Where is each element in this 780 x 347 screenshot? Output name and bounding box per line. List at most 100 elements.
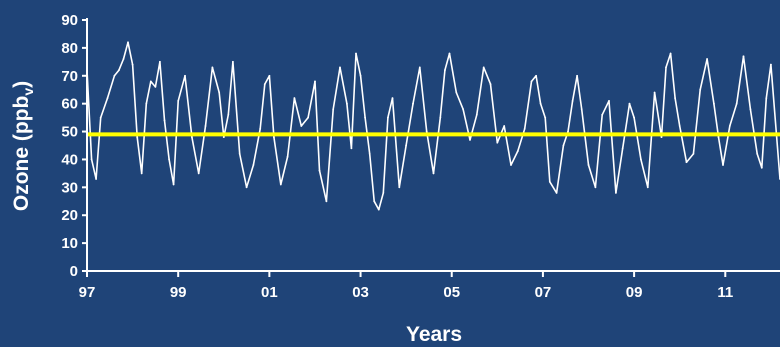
y-tick-label: 20	[61, 207, 78, 224]
ozone-data-point	[364, 116, 366, 119]
ozone-data-point	[735, 102, 738, 105]
ozone-data-point	[398, 186, 401, 189]
ozone-data-point	[154, 86, 157, 88]
ozone-data-point	[218, 91, 221, 94]
ozone-data-point	[268, 74, 271, 77]
plot-area	[86, 41, 780, 211]
ozone-data-point	[728, 125, 731, 127]
ozone-data-point	[562, 144, 565, 147]
ozone-data-point	[325, 200, 328, 203]
ozone-data-point	[601, 113, 604, 116]
ozone-data-point	[90, 158, 93, 161]
ozone-data-point	[113, 74, 116, 77]
ozone-data-point	[339, 66, 341, 69]
ozone-data-point	[118, 69, 120, 72]
ozone-data-point	[482, 66, 485, 69]
ozone-data-point	[355, 52, 357, 55]
ozone-data-point	[544, 116, 547, 119]
ozone-data-point	[587, 164, 590, 166]
ozone-data-point	[286, 155, 289, 158]
y-axis-title-main: Ozone (ppb	[10, 96, 33, 211]
ozone-data-point	[293, 97, 296, 99]
ozone-data-point	[760, 166, 763, 169]
ozone-data-point	[580, 108, 583, 111]
x-tick-label: 01	[261, 284, 278, 301]
ozone-data-point	[455, 91, 458, 94]
ozone-data-point	[418, 66, 421, 69]
ozone-data-point	[633, 116, 635, 119]
ozone-data-point	[539, 102, 542, 105]
x-tick-label: 09	[626, 284, 643, 301]
ozone-data-point	[717, 136, 720, 139]
ozone-data-point	[184, 74, 186, 77]
ozone-data-point	[382, 192, 385, 194]
ozone-data-point	[548, 180, 551, 183]
ozone-data-point	[95, 178, 97, 180]
ozone-data-point	[496, 141, 499, 144]
x-axis-title: Years	[406, 323, 462, 346]
ozone-data-point	[765, 97, 768, 99]
ozone-data-point	[314, 80, 316, 83]
ozone-data-point	[191, 136, 193, 139]
ozone-data-point	[245, 186, 248, 189]
ozone-data-point	[307, 116, 309, 119]
ozone-data-point	[222, 136, 225, 139]
ozone-data-point	[576, 74, 578, 77]
ozone-data-point	[387, 116, 389, 119]
x-tick-label: 97	[79, 284, 96, 301]
ozone-data-point	[127, 41, 129, 44]
ozone-data-point	[136, 136, 139, 139]
ozone-data-point	[685, 161, 688, 164]
y-axis-ticks: 0 10 20 30 40 50 60 70 80 90	[61, 12, 87, 280]
ozone-data-point	[640, 158, 642, 161]
ozone-data-point	[432, 172, 435, 175]
ozone-data-point	[621, 147, 624, 150]
ozone-data-point	[653, 91, 656, 94]
y-axis-title: Ozone (ppbv)	[10, 81, 36, 211]
ozone-data-point	[391, 97, 394, 99]
ozone-data-point	[145, 102, 148, 105]
ozone-data-point	[615, 192, 617, 194]
ozone-data-point	[665, 66, 667, 69]
ozone-data-point	[232, 60, 234, 63]
ozone-data-point	[318, 169, 321, 172]
ozone-data-point	[252, 164, 255, 166]
ozone-data-point	[368, 153, 371, 155]
ozone-data-point	[122, 58, 125, 60]
ozone-data-point	[660, 136, 663, 139]
x-tick-label: 05	[443, 284, 460, 301]
y-tick-label: 40	[61, 151, 78, 168]
ozone-data-point	[628, 102, 631, 105]
ozone-data-point	[425, 130, 428, 133]
ozone-data-point	[273, 136, 275, 139]
ozone-data-point	[594, 186, 597, 189]
y-axis-title-subscript: v	[20, 88, 36, 96]
ozone-data-point	[646, 186, 649, 189]
ozone-data-point	[412, 102, 414, 105]
x-tick-label: 07	[535, 284, 552, 301]
ozone-data-point	[678, 125, 681, 127]
ozone-data-point	[177, 100, 180, 102]
ozone-data-point	[99, 116, 102, 119]
ozone-data-point	[359, 74, 362, 77]
ozone-data-point	[503, 125, 506, 127]
ozone-data-point	[163, 119, 166, 122]
ozone-data-point	[238, 153, 241, 155]
y-tick-label: 90	[61, 12, 78, 29]
ozone-data-point	[131, 63, 134, 66]
ozone-data-point	[510, 164, 512, 166]
ozone-data-point	[159, 60, 161, 63]
ozone-data-point	[350, 147, 353, 150]
y-tick-label: 10	[61, 235, 78, 252]
y-tick-label: 70	[61, 68, 78, 85]
ozone-data-point	[571, 100, 574, 102]
x-axis-ticks: 97 99 01 03 05 07 09 11	[79, 271, 733, 301]
ozone-data-point	[555, 192, 558, 194]
ozone-data-point	[530, 80, 533, 83]
ozone-data-point	[669, 52, 672, 55]
x-tick-label: 99	[170, 284, 187, 301]
ozone-data-point	[516, 150, 519, 153]
ozone-data-point	[448, 52, 451, 55]
ozone-data-point	[106, 97, 109, 99]
